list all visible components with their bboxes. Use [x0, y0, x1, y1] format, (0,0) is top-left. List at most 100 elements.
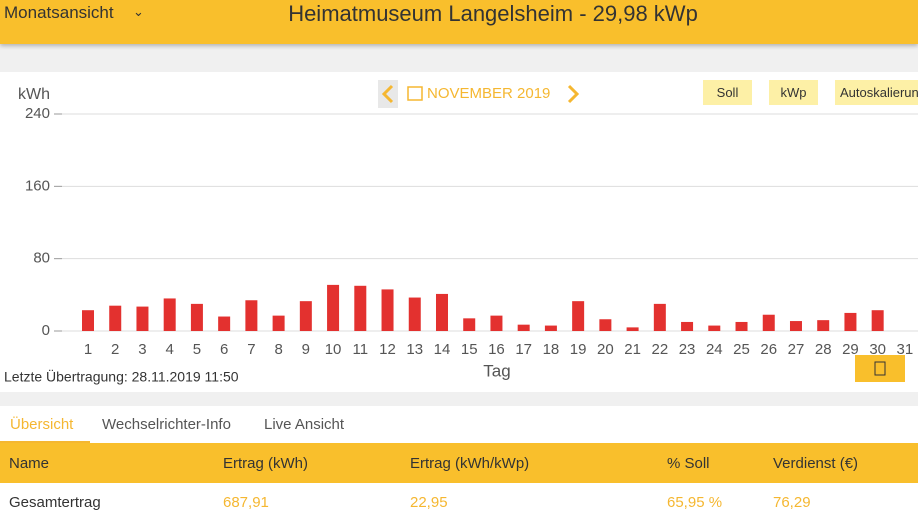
chart-title[interactable]: NOVEMBER 2019 — [427, 85, 550, 102]
chart-card — [0, 72, 918, 392]
tab[interactable]: Übersicht — [10, 416, 74, 433]
bar — [817, 320, 830, 331]
menu-caret: ⌄ — [133, 4, 144, 19]
x-tick-label: 13 — [406, 341, 423, 358]
bar — [190, 303, 203, 331]
x-axis-label: Tag — [483, 361, 510, 380]
bar — [626, 327, 639, 331]
bar — [844, 312, 857, 331]
x-tick-label: 2 — [111, 341, 119, 358]
bar — [463, 318, 476, 331]
table-cell: 687,91 — [223, 494, 269, 511]
x-tick-label: 18 — [543, 341, 560, 358]
bar — [871, 310, 884, 331]
column-header: Name — [9, 455, 50, 472]
bar — [789, 321, 802, 331]
last-transfer: Letzte Übertragung: 28.11.2019 11:50 — [4, 368, 239, 385]
prev-button[interactable] — [378, 80, 398, 108]
header: Monatsansicht ⌄ Heimatmuseum Langelsheim… — [0, 0, 918, 44]
export-button[interactable] — [855, 355, 905, 382]
bar — [408, 297, 421, 331]
bar — [599, 319, 612, 331]
x-tick-label: 31 — [897, 341, 914, 358]
x-tick-label: 25 — [733, 341, 750, 358]
x-tick-label: 15 — [461, 341, 478, 358]
bar — [544, 325, 557, 331]
x-tick-label: 1 — [84, 341, 92, 358]
table-header — [0, 443, 918, 483]
x-tick-label: 9 — [302, 341, 310, 358]
bar — [681, 321, 694, 331]
x-tick-label: 17 — [515, 341, 532, 358]
y-axis-label: kWh — [18, 86, 50, 103]
y-tick-label: 160 — [25, 177, 50, 194]
bar — [299, 301, 312, 331]
column-header: % Soll — [667, 455, 710, 472]
bar — [435, 293, 448, 331]
y-tick-label: 240 — [25, 105, 50, 122]
tab[interactable]: Live Ansicht — [264, 416, 345, 433]
bar — [653, 303, 666, 331]
bar — [163, 298, 176, 331]
x-tick-label: 23 — [679, 341, 696, 358]
table-cell: 76,29 — [773, 494, 811, 511]
view-menu[interactable]: Monatsansicht — [4, 3, 114, 22]
x-tick-label: 8 — [274, 341, 282, 358]
bar — [354, 285, 367, 331]
bar — [272, 315, 285, 331]
bar — [109, 305, 122, 331]
bar — [245, 300, 258, 331]
page-title: Heimatmuseum Langelsheim - 29,98 kWp — [288, 1, 698, 26]
x-tick-label: 3 — [138, 341, 146, 358]
bar — [490, 315, 503, 331]
x-tick-label: 29 — [842, 341, 859, 358]
x-tick-label: 14 — [434, 341, 451, 358]
x-tick-label: 11 — [353, 341, 369, 358]
bar — [762, 314, 775, 331]
y-tick-label: 0 — [42, 322, 50, 339]
bar — [327, 284, 340, 331]
tab[interactable]: Wechselrichter-Info — [102, 416, 231, 433]
y-tick-label: 80 — [33, 250, 50, 267]
x-tick-label: 28 — [815, 341, 832, 358]
next-arrow[interactable] — [567, 84, 580, 104]
x-tick-label: 16 — [488, 341, 505, 358]
export-icon — [874, 361, 886, 376]
x-tick-label: 20 — [597, 341, 614, 358]
x-tick-label: 5 — [193, 341, 201, 358]
x-tick-label: 4 — [166, 341, 174, 358]
x-tick-label: 30 — [869, 341, 886, 358]
x-tick-label: 7 — [247, 341, 255, 358]
x-tick-label: 22 — [651, 341, 668, 358]
x-tick-label: 27 — [788, 341, 805, 358]
x-tick-label: 10 — [325, 341, 342, 358]
calendar-icon — [407, 86, 423, 101]
bar — [218, 316, 231, 331]
bar — [82, 310, 94, 331]
x-tick-label: 24 — [706, 341, 723, 358]
bar — [708, 325, 721, 331]
bar — [572, 301, 585, 331]
autoscale-button[interactable]: Autoskalierung — [835, 80, 918, 105]
table-cell: Gesamtertrag — [9, 494, 101, 511]
x-tick-label: 21 — [624, 341, 641, 358]
tab-underline — [0, 441, 90, 443]
soll-button[interactable]: Soll — [703, 80, 752, 105]
bar — [517, 324, 530, 331]
table-cell: 22,95 — [410, 494, 448, 511]
kwp-button[interactable]: kWp — [769, 80, 818, 105]
column-header: Ertrag (kWh) — [223, 455, 309, 472]
bar — [136, 306, 149, 331]
bar — [735, 321, 748, 331]
chart: NOVEMBER 2019 kWh Tag Letzte Übertragung… — [4, 80, 918, 385]
x-tick-label: 19 — [570, 341, 587, 358]
prev-arrow — [381, 84, 394, 104]
x-tick-label: 12 — [379, 341, 396, 358]
x-tick-label: 6 — [220, 341, 228, 358]
x-tick-label: 26 — [760, 341, 777, 358]
column-header: Ertrag (kWh/kWp) — [410, 455, 530, 472]
column-header: Verdienst (€) — [773, 455, 859, 472]
table-cell: 65,95 % — [667, 494, 723, 511]
bar — [381, 289, 394, 331]
